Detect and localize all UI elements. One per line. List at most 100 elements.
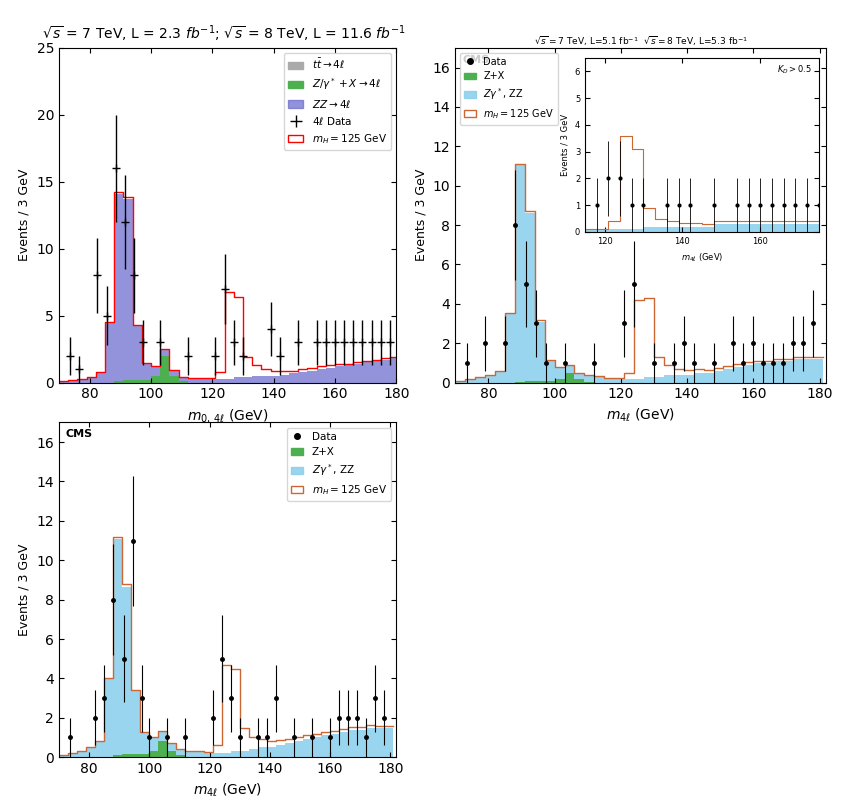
Bar [224, 379, 234, 383]
Bar [793, 359, 803, 383]
Bar [258, 748, 266, 757]
Bar [68, 380, 78, 383]
Bar [261, 376, 271, 383]
Bar [96, 372, 105, 383]
Bar [215, 379, 224, 383]
Bar [95, 741, 105, 757]
Bar [344, 365, 353, 383]
Bar [195, 752, 203, 757]
Bar [123, 380, 132, 383]
Bar [298, 372, 308, 383]
Bar [132, 754, 140, 757]
Bar [142, 380, 151, 383]
Bar [372, 361, 381, 383]
Bar [353, 363, 362, 383]
Bar [312, 737, 321, 757]
Bar [122, 754, 132, 757]
Bar [381, 359, 390, 383]
Bar [285, 744, 294, 757]
Bar [239, 752, 249, 757]
Bar [584, 375, 594, 382]
Bar [723, 369, 733, 383]
Bar [132, 326, 142, 380]
Bar [231, 752, 239, 757]
Bar [176, 749, 185, 756]
Bar [545, 361, 555, 381]
Bar [348, 729, 357, 757]
Bar [335, 367, 344, 383]
Bar [140, 732, 149, 754]
Title: $\sqrt{s}=7$ TeV, L=5.1 fb$^{-1}$  $\sqrt{s}=8$ TeV, L=5.3 fb$^{-1}$: $\sqrt{s}=7$ TeV, L=5.1 fb$^{-1}$ $\sqrt… [534, 34, 748, 48]
Legend: Data, Z+X, $Z\gamma^*$, ZZ, $m_H=125$ GeV: Data, Z+X, $Z\gamma^*$, ZZ, $m_H=125$ Ge… [287, 428, 391, 501]
Bar [615, 379, 624, 383]
Bar [68, 753, 77, 757]
Bar [179, 377, 188, 381]
Bar [149, 752, 158, 757]
Bar [813, 359, 823, 383]
Bar [77, 752, 86, 757]
Bar [276, 745, 285, 757]
Bar [475, 377, 485, 383]
Bar [534, 321, 545, 381]
Bar [158, 741, 168, 757]
Bar [222, 753, 231, 757]
Bar [151, 376, 160, 383]
Bar [149, 737, 158, 752]
Bar [713, 371, 723, 383]
Bar [105, 678, 113, 757]
Bar [203, 753, 212, 757]
Bar [515, 165, 524, 382]
Bar [78, 379, 87, 383]
Bar [207, 379, 215, 383]
Bar [524, 214, 534, 381]
Bar [168, 744, 176, 752]
Bar [151, 367, 160, 376]
Bar [168, 752, 176, 757]
Bar [132, 691, 140, 754]
Bar [584, 382, 594, 383]
Bar [123, 199, 132, 380]
X-axis label: $m_{0,\,4\ell}$ (GeV): $m_{0,\,4\ell}$ (GeV) [187, 407, 268, 425]
Bar [783, 361, 793, 383]
Bar [294, 741, 303, 757]
Bar [122, 587, 132, 754]
Bar [59, 756, 68, 757]
Bar [495, 371, 505, 383]
Bar [465, 379, 475, 383]
Bar [243, 377, 252, 383]
Bar [303, 740, 312, 757]
Bar [169, 376, 179, 383]
Bar [321, 736, 330, 757]
Bar [188, 379, 197, 383]
Bar [132, 380, 142, 383]
Bar [366, 728, 375, 757]
Bar [803, 359, 813, 383]
Bar [197, 379, 207, 383]
Bar [594, 377, 604, 383]
Bar [565, 365, 574, 373]
X-axis label: $m_{4\ell}$ (GeV): $m_{4\ell}$ (GeV) [193, 782, 262, 797]
Bar [384, 728, 393, 757]
Bar [339, 732, 348, 757]
Text: CMS: CMS [463, 54, 490, 65]
Bar [485, 375, 495, 383]
Bar [604, 379, 615, 383]
Bar [113, 539, 122, 756]
Bar [142, 363, 151, 380]
Bar [160, 349, 169, 355]
Bar [545, 381, 555, 383]
Bar [59, 381, 68, 383]
Bar [316, 369, 325, 383]
Legend: $t\bar{t}\rightarrow 4\ell$, $Z/\gamma^* + X\rightarrow 4\ell$, $ZZ\rightarrow 4: $t\bar{t}\rightarrow 4\ell$, $Z/\gamma^*… [283, 53, 391, 150]
Bar [733, 367, 744, 383]
Bar [555, 379, 565, 383]
Bar [624, 379, 634, 383]
Bar [515, 382, 524, 383]
Bar [114, 381, 123, 383]
Text: CMS: CMS [66, 429, 93, 439]
Bar [704, 373, 713, 383]
Bar [105, 322, 114, 383]
Text: $\sqrt{s}$ = 7 TeV, L = 2.3 $fb^{-1}$; $\sqrt{s}$ = 8 TeV, L = 11.6 $fb^{-1}$: $\sqrt{s}$ = 7 TeV, L = 2.3 $fb^{-1}$; $… [42, 24, 406, 45]
Y-axis label: Events / 3 GeV: Events / 3 GeV [18, 544, 31, 636]
Bar [140, 754, 149, 757]
